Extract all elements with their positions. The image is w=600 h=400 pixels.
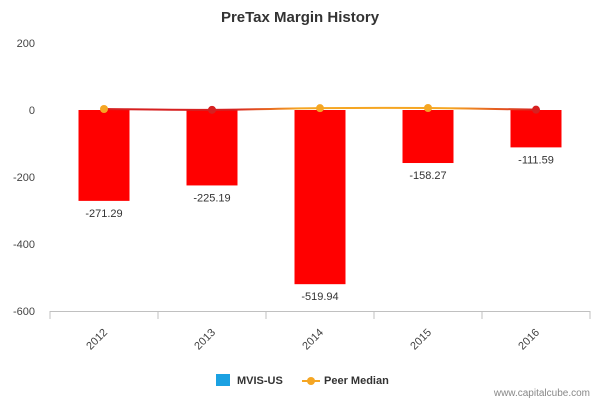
y-tick-label: -600 xyxy=(13,306,35,318)
y-axis: 200 0 -200 -400 -600 xyxy=(13,38,35,318)
bar-data-label: -519.94 xyxy=(301,291,338,303)
peer-median-point[interactable] xyxy=(100,104,108,113)
legend[interactable]: MVIS-US Peer Median xyxy=(216,374,389,387)
bar-data-label: -271.29 xyxy=(85,208,122,220)
credit-text: www.capitalcube.com xyxy=(493,388,590,399)
x-axis: 2012 2013 2014 2015 2016 xyxy=(49,311,591,353)
bar[interactable] xyxy=(294,110,346,285)
legend-swatch-mvis xyxy=(216,374,230,386)
x-tick-label: 2013 xyxy=(192,327,218,353)
peer-median-point[interactable] xyxy=(316,104,324,113)
legend-label-peer: Peer Median xyxy=(324,375,389,387)
y-tick-label: -200 xyxy=(13,172,35,184)
bar-data-label: -158.27 xyxy=(409,170,446,182)
bar-data-label: -225.19 xyxy=(193,192,230,204)
plot-area: -271.29 -225.19 -519.94 -158.27 -111.59 xyxy=(78,103,562,303)
peer-median-point[interactable] xyxy=(208,105,216,114)
x-tick-label: 2015 xyxy=(408,327,434,353)
bar[interactable] xyxy=(186,110,238,186)
legend-label-mvis: MVIS-US xyxy=(237,375,283,387)
y-tick-label: 200 xyxy=(17,38,35,50)
bar[interactable] xyxy=(510,110,562,148)
x-tick-label: 2014 xyxy=(300,327,326,353)
bar[interactable] xyxy=(402,110,454,164)
x-tick-label: 2016 xyxy=(516,327,542,353)
bar[interactable] xyxy=(78,110,130,201)
y-tick-label: 0 xyxy=(29,105,35,117)
peer-median-point[interactable] xyxy=(532,105,540,114)
y-tick-label: -400 xyxy=(13,239,35,251)
legend-swatch-peer-marker xyxy=(307,377,315,385)
chart-title: PreTax Margin History xyxy=(221,9,380,26)
x-tick-label: 2012 xyxy=(84,327,110,353)
peer-median-point[interactable] xyxy=(424,103,432,112)
bar-data-label: -111.59 xyxy=(518,154,554,166)
